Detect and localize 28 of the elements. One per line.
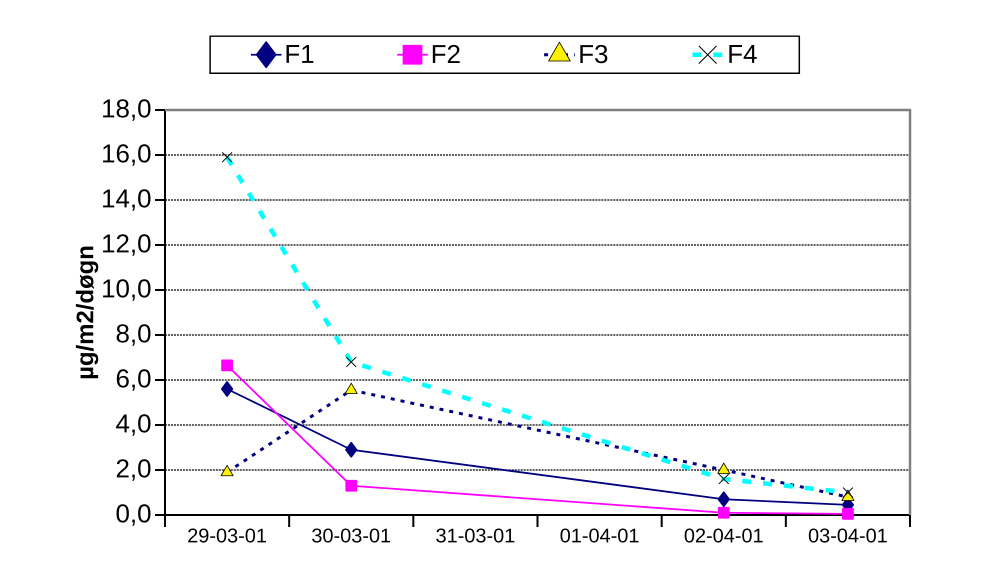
y-tick-label: 12,0 (103, 234, 150, 256)
x-tick-label: 30-03-01 (312, 528, 390, 543)
point (718, 491, 730, 508)
point (221, 359, 233, 372)
y-tick-label: 0,0 (116, 504, 150, 526)
y-tick-label: 18,0 (103, 99, 150, 121)
x-tick-label: 01-04-01 (560, 528, 638, 543)
legend-label: F3 (580, 44, 608, 64)
y-tick-label: 14,0 (103, 189, 150, 211)
x-tick-label: 31-03-01 (436, 528, 514, 543)
point (345, 480, 358, 492)
y-tick-label: 4,0 (116, 414, 150, 436)
y-tick-label: 6,0 (116, 369, 150, 391)
point (718, 506, 730, 519)
y-tick-label: 10,0 (103, 279, 150, 301)
y-axis-title: µg/m2/døgn (76, 246, 98, 378)
x-tick-label: 03-04-01 (808, 528, 887, 543)
y-tick-label: 16,0 (103, 144, 150, 166)
y-tick-label: 2,0 (116, 459, 150, 481)
point (345, 442, 358, 458)
x-tick-label: 29-03-01 (188, 528, 266, 543)
point (842, 508, 854, 520)
point (220, 381, 234, 397)
y-tick-label: 8,0 (116, 324, 150, 346)
legend-label: F1 (286, 45, 314, 63)
legend-label: F4 (729, 45, 757, 63)
x-tick-label: 02-04-01 (684, 528, 763, 543)
legend-label: F2 (432, 44, 460, 64)
